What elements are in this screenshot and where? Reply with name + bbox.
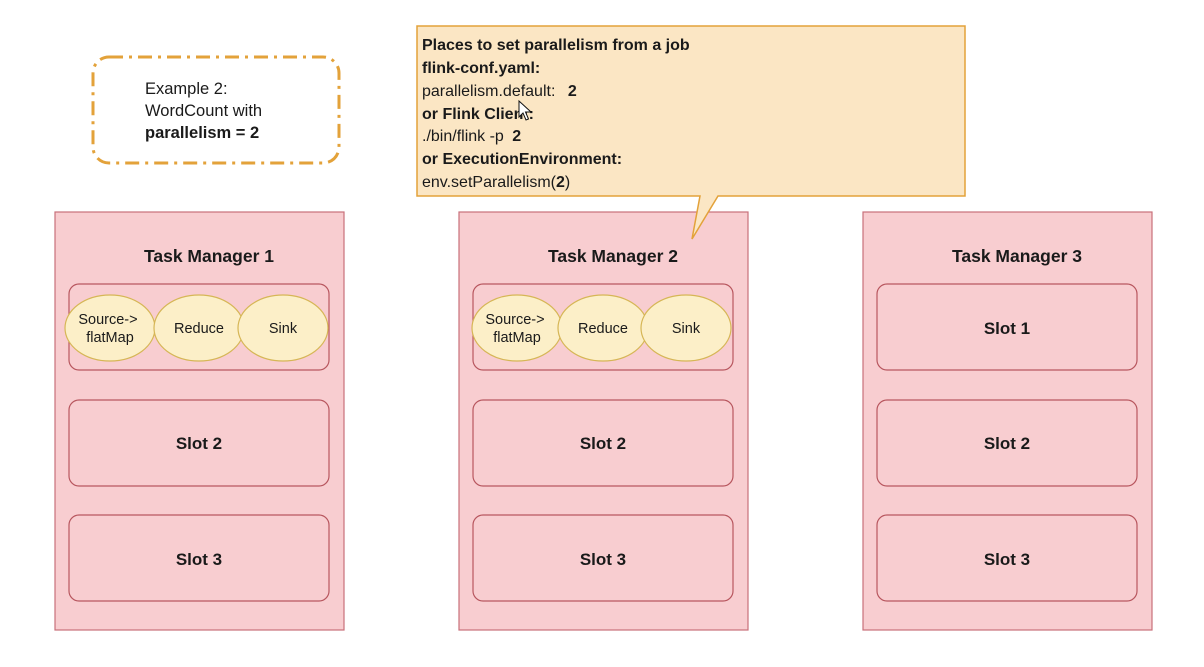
mouse-cursor-icon [518, 99, 533, 121]
callout-client-cmd: ./bin/flink -p [422, 128, 504, 145]
task-manager-2-op-source-flatmap-label: Source-> flatMap [485, 312, 548, 346]
parallelism-callout: Places to set parallelism from a job fli… [416, 25, 966, 240]
task-manager-1-slot-3 [68, 514, 330, 602]
example-note: Example 2: WordCount with parallelism = … [91, 55, 341, 165]
callout-bubble [416, 25, 966, 240]
task-manager-2-op-flatmap-label: flatMap [493, 330, 541, 346]
task-manager-1-slot-2-label: Slot 2 [176, 434, 222, 453]
task-manager-3-slot-2-label: Slot 2 [984, 434, 1030, 453]
callout-env-suffix: ) [565, 174, 570, 191]
task-manager-2-op-sink-label: Sink [672, 321, 701, 337]
task-manager-2: Task Manager 2 Source-> flatMap Reduce S… [458, 211, 749, 631]
task-manager-1-op-reduce-label: Reduce [174, 321, 224, 337]
callout-title: Places to set parallelism from a job [422, 37, 690, 54]
task-manager-3-slot-1 [876, 283, 1138, 371]
task-manager-2-op-reduce-label: Reduce [578, 321, 628, 337]
task-manager-1-op-sink [237, 294, 329, 362]
callout-client-value: 2 [512, 128, 521, 145]
callout-client-label: or Flink Client: [422, 106, 534, 123]
example-note-line2: WordCount with [145, 102, 262, 120]
task-manager-3-title: Task Manager 3 [952, 246, 1082, 266]
task-manager-1: Task Manager 1 Source-> flatMap Reduce S… [54, 211, 345, 631]
task-manager-1-op-source-flatmap [64, 294, 156, 362]
example-note-line1: Example 2: [145, 80, 228, 98]
task-manager-2-slot-3 [472, 514, 734, 602]
callout-env-line: env.setParallelism(2) [422, 174, 570, 191]
task-manager-1-title: Task Manager 1 [144, 246, 274, 266]
task-manager-2-slot-2 [472, 399, 734, 487]
callout-conf-line: parallelism.default: 2 [422, 83, 577, 100]
task-manager-1-slot-3-label: Slot 3 [176, 550, 222, 569]
task-manager-3-slot-3 [876, 514, 1138, 602]
task-manager-2-title: Task Manager 2 [548, 246, 678, 266]
task-manager-3-slot-2 [876, 399, 1138, 487]
task-manager-2-op-source-flatmap [471, 294, 563, 362]
task-manager-3-slot-3-label: Slot 3 [984, 550, 1030, 569]
example-note-border [91, 55, 341, 165]
task-manager-1-slot-2 [68, 399, 330, 487]
task-manager-1-op-flatmap-label: flatMap [86, 330, 134, 346]
task-manager-2-op-sink [640, 294, 732, 362]
task-manager-1-op-sink-label: Sink [269, 321, 298, 337]
callout-env-label: or ExecutionEnvironment: [422, 151, 622, 168]
callout-client-line: ./bin/flink -p 2 [422, 128, 521, 145]
callout-env-value: 2 [556, 174, 565, 191]
task-manager-2-slot-2-label: Slot 2 [580, 434, 626, 453]
task-manager-2-op-source-label: Source-> [485, 312, 544, 328]
callout-conf-file: flink-conf.yaml: [422, 60, 540, 77]
example-note-line3: parallelism = 2 [145, 124, 259, 142]
task-manager-1-op-source-flatmap-label: Source-> flatMap [78, 312, 141, 346]
task-manager-3-slot-1-label: Slot 1 [984, 319, 1030, 338]
callout-conf-value: 2 [568, 83, 577, 100]
task-manager-1-op-source-label: Source-> [78, 312, 137, 328]
task-manager-3: Task Manager 3 Slot 1 Slot 2 Slot 3 [862, 211, 1153, 631]
callout-conf-key: parallelism.default: [422, 83, 555, 100]
task-manager-2-slot-3-label: Slot 3 [580, 550, 626, 569]
callout-env-prefix: env.setParallelism( [422, 174, 557, 191]
